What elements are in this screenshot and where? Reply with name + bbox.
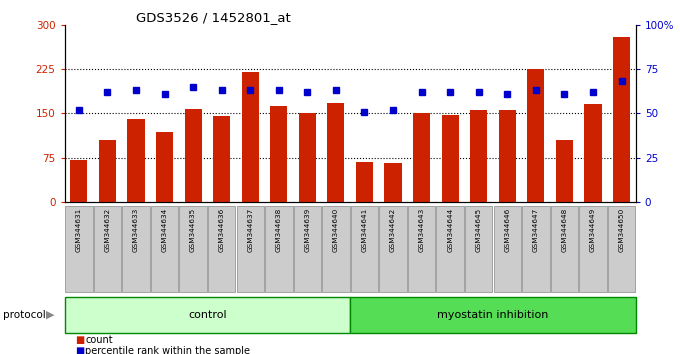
Text: GSM344646: GSM344646	[505, 208, 510, 252]
Text: GSM344636: GSM344636	[219, 208, 224, 252]
Text: GSM344640: GSM344640	[333, 208, 339, 252]
Bar	[156, 132, 173, 202]
Text: GSM344643: GSM344643	[419, 208, 424, 252]
Text: GSM344650: GSM344650	[619, 208, 624, 252]
Bar	[413, 113, 430, 202]
Bar	[70, 160, 88, 202]
Text: myostatin inhibition: myostatin inhibition	[437, 310, 549, 320]
FancyBboxPatch shape	[379, 206, 407, 292]
Text: ▶: ▶	[46, 310, 54, 320]
Bar	[99, 140, 116, 202]
Text: GSM344633: GSM344633	[133, 208, 139, 252]
FancyBboxPatch shape	[351, 206, 378, 292]
Text: GDS3526 / 1452801_at: GDS3526 / 1452801_at	[136, 11, 291, 24]
FancyBboxPatch shape	[551, 206, 578, 292]
Bar	[613, 36, 630, 202]
FancyBboxPatch shape	[408, 206, 435, 292]
Text: GSM344648: GSM344648	[562, 208, 567, 252]
Text: GSM344641: GSM344641	[362, 208, 367, 252]
Text: GSM344634: GSM344634	[162, 208, 167, 252]
FancyBboxPatch shape	[494, 206, 521, 292]
Bar	[299, 113, 316, 202]
Bar	[498, 110, 516, 202]
Text: GSM344649: GSM344649	[590, 208, 596, 252]
Bar	[213, 116, 231, 202]
Bar	[184, 109, 202, 202]
FancyBboxPatch shape	[608, 206, 635, 292]
Bar	[470, 110, 488, 202]
FancyBboxPatch shape	[180, 206, 207, 292]
Text: GSM344644: GSM344644	[447, 208, 453, 252]
Bar	[270, 105, 288, 202]
Text: GSM344632: GSM344632	[105, 208, 110, 252]
FancyBboxPatch shape	[65, 206, 92, 292]
FancyBboxPatch shape	[522, 206, 549, 292]
Text: GSM344638: GSM344638	[276, 208, 282, 252]
Text: percentile rank within the sample: percentile rank within the sample	[85, 347, 250, 354]
Bar	[356, 162, 373, 202]
Text: count: count	[85, 335, 113, 345]
Text: GSM344637: GSM344637	[248, 208, 253, 252]
FancyBboxPatch shape	[265, 206, 292, 292]
Text: GSM344645: GSM344645	[476, 208, 481, 252]
Text: GSM344639: GSM344639	[305, 208, 310, 252]
Text: GSM344635: GSM344635	[190, 208, 196, 252]
FancyBboxPatch shape	[122, 206, 150, 292]
FancyBboxPatch shape	[322, 206, 350, 292]
Text: protocol: protocol	[3, 310, 46, 320]
Bar	[584, 104, 602, 202]
Bar	[556, 140, 573, 202]
Text: ■: ■	[75, 335, 84, 345]
FancyBboxPatch shape	[208, 206, 235, 292]
Text: GSM344642: GSM344642	[390, 208, 396, 252]
Text: GSM344647: GSM344647	[533, 208, 539, 252]
FancyBboxPatch shape	[151, 206, 178, 292]
Text: ■: ■	[75, 347, 84, 354]
FancyBboxPatch shape	[237, 206, 264, 292]
Bar	[384, 164, 402, 202]
Bar	[527, 69, 545, 202]
FancyBboxPatch shape	[294, 206, 321, 292]
FancyBboxPatch shape	[94, 206, 121, 292]
FancyBboxPatch shape	[465, 206, 492, 292]
FancyBboxPatch shape	[579, 206, 607, 292]
Bar	[127, 119, 145, 202]
FancyBboxPatch shape	[437, 206, 464, 292]
Bar	[441, 115, 459, 202]
Bar	[241, 72, 259, 202]
FancyBboxPatch shape	[350, 297, 636, 333]
Bar	[327, 103, 345, 202]
FancyBboxPatch shape	[65, 297, 350, 333]
Text: control: control	[188, 310, 226, 320]
Text: GSM344631: GSM344631	[76, 208, 82, 252]
